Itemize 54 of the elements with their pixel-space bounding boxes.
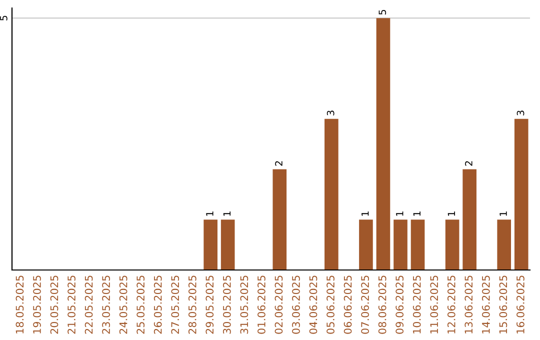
x-tick-label: 11.06.2025 [430, 276, 438, 334]
x-tick-label: 16.06.2025 [516, 276, 524, 334]
data-label: 1 [500, 212, 507, 216]
x-tick-label: 08.06.2025 [378, 276, 386, 334]
x-tick-label: 19.05.2025 [33, 276, 41, 334]
x-tick-label: 23.05.2025 [102, 276, 110, 334]
x-tick-label: 15.06.2025 [499, 276, 508, 334]
data-label: 2 [465, 161, 472, 166]
bar [359, 220, 373, 270]
bar [204, 220, 218, 270]
data-label: 1 [223, 212, 231, 216]
x-tick-label: 22.05.2025 [84, 276, 93, 334]
data-label: 1 [413, 212, 420, 216]
x-tick-label: 30.05.2025 [222, 276, 231, 334]
data-label: 1 [362, 212, 369, 216]
x-tick-label: 05.06.2025 [326, 276, 334, 334]
data-label: 2 [275, 161, 282, 166]
bar [445, 220, 460, 270]
bar [497, 220, 512, 270]
x-tick-label: 02.06.2025 [274, 276, 283, 334]
bar [410, 220, 425, 270]
x-tick-label: 09.06.2025 [396, 276, 404, 334]
data-label: 1 [396, 212, 404, 216]
bar [514, 118, 528, 270]
x-tick-label: 07.06.2025 [361, 276, 369, 334]
bar [220, 220, 235, 270]
x-tick-label: 14.06.2025 [482, 276, 490, 334]
bar [324, 118, 338, 270]
x-tick-label: 03.06.2025 [292, 276, 300, 334]
x-tick-label: 20.05.2025 [50, 276, 58, 334]
data-label: 1 [448, 212, 455, 216]
bar [376, 18, 390, 270]
x-tick-label: 06.06.2025 [344, 276, 352, 334]
x-tick-label: 13.06.2025 [464, 276, 473, 334]
x-tick-label: 25.05.2025 [136, 276, 145, 334]
bar [394, 220, 408, 270]
data-label: 1 [206, 212, 214, 216]
x-tick-label: 28.05.2025 [188, 276, 196, 334]
x-tick-label: 21.05.2025 [68, 276, 76, 334]
x-tick-label: 26.05.2025 [154, 276, 162, 334]
x-tick-label: 04.06.2025 [309, 276, 318, 334]
x-tick-label: 12.06.2025 [447, 276, 456, 334]
x-tick-label: 10.06.2025 [412, 276, 421, 334]
data-label: 3 [326, 110, 334, 116]
x-tick-label: 18.05.2025 [16, 276, 24, 334]
x-tick-label: 31.05.2025 [240, 276, 248, 334]
x-tick-label: 29.05.2025 [206, 276, 214, 334]
bar [272, 169, 287, 270]
x-tick-label: 24.05.2025 [119, 276, 128, 334]
bar [462, 169, 476, 270]
x-tick-label: 01.06.2025 [258, 276, 266, 334]
x-tick-label: 27.05.2025 [171, 276, 180, 334]
data-label: 3 [516, 110, 524, 116]
data-label: 5 [378, 10, 386, 15]
